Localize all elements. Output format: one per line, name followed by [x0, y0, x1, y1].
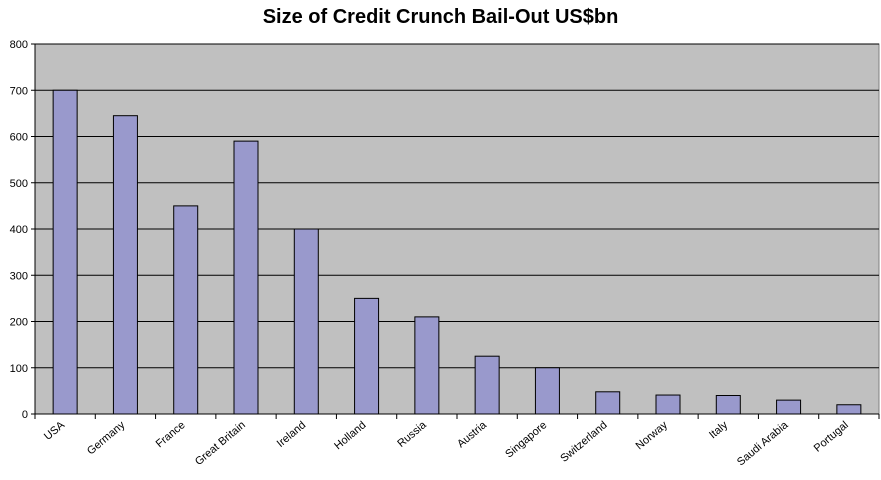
bar-singapore [534, 367, 560, 415]
bar-france [173, 205, 199, 415]
y-tick-label: 500 [10, 178, 28, 190]
x-tick-label: USA [42, 419, 68, 443]
bar-italy [715, 395, 741, 415]
bar-norway [655, 394, 681, 415]
bar-austria [474, 355, 500, 415]
y-tick-label: 300 [10, 270, 28, 282]
x-tick-label: Austria [455, 419, 490, 451]
y-tick-label: 800 [10, 39, 28, 51]
gridlines [35, 43, 879, 369]
bar-saudi-arabia [776, 399, 802, 415]
y-tick-label: 200 [10, 317, 28, 329]
y-tick-label: 600 [10, 132, 28, 144]
y-axis: 0 100 200 300 400 500 600 700 800 [10, 39, 36, 421]
y-tick-label: 400 [10, 224, 28, 236]
bar-ireland [293, 228, 319, 415]
x-tick-label: Switzerland [558, 419, 609, 465]
x-axis: USA Germany France Great Britain Ireland Holl… [34, 413, 880, 469]
x-tick-label: Saudi Arabia [735, 419, 791, 469]
bar-great-britain [233, 140, 259, 415]
bar-russia [414, 316, 440, 415]
y-tick-label: 700 [10, 85, 28, 97]
x-tick-label: Great Britain [193, 419, 248, 468]
y-tick-label: 100 [10, 363, 28, 375]
bars [52, 89, 862, 415]
x-tick-label: Holland [332, 419, 368, 452]
x-tick-label: Ireland [275, 419, 308, 450]
bar-usa [52, 89, 78, 415]
x-tick-label: Norway [634, 419, 671, 452]
chart-title: Size of Credit Crunch Bail-Out US$bn [262, 6, 619, 28]
bar-holland [354, 297, 380, 415]
x-tick-label: Portugal [812, 419, 851, 455]
bar-germany [112, 115, 138, 415]
bar-portugal [836, 404, 862, 415]
y-tick-label: 0 [22, 409, 28, 421]
x-tick-label: Italy [707, 419, 731, 441]
x-tick-label: Germany [85, 419, 128, 458]
x-tick-label: Russia [395, 419, 429, 450]
bar-switzerland [595, 391, 621, 415]
x-tick-label: Singapore [503, 419, 549, 460]
x-tick-label: France [154, 419, 188, 450]
